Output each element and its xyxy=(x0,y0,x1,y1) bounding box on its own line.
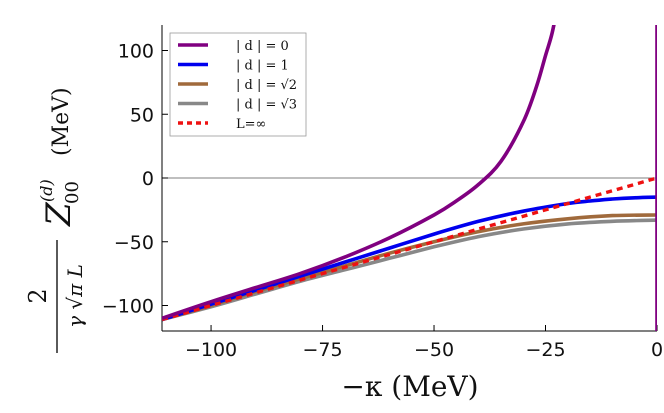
y-axis-label: 2 γ √π L Z (d) 00 (MeV) xyxy=(24,87,87,353)
x-tick-label: −100 xyxy=(185,339,237,361)
x-tick-label: −25 xyxy=(525,339,565,361)
series-layer xyxy=(162,25,657,331)
legend-label: | d | = √2 xyxy=(236,78,297,93)
legend: | d | = 0 | d | = 1 | d | = √2 | d | = √3 L=… xyxy=(169,32,307,137)
y-tick-label: 100 xyxy=(118,41,154,63)
y-tick-label: 0 xyxy=(142,168,154,190)
y-label-fraction-denominator: γ √π L xyxy=(63,264,87,328)
y-label-fraction-numerator: 2 xyxy=(24,288,52,303)
x-tick-label: 0 xyxy=(651,339,663,361)
series-line-0 xyxy=(162,25,556,321)
y-label-unit: (MeV) xyxy=(49,87,74,156)
series-line-1 xyxy=(162,195,657,322)
y-tick-label: 50 xyxy=(130,104,154,126)
legend-label: | d | = 1 xyxy=(236,59,289,74)
legend-label: | d | = 0 xyxy=(236,39,289,54)
x-axis-label: −κ (MeV) xyxy=(341,370,478,403)
x-tick-label: −50 xyxy=(414,339,454,361)
y-label-symbol: Z xyxy=(39,201,79,227)
x-tick-label: −75 xyxy=(302,339,342,361)
series-line-2 xyxy=(162,213,657,322)
series-line-4 xyxy=(162,176,657,322)
series-line-3 xyxy=(162,218,657,322)
legend-label: L=∞ xyxy=(236,117,266,132)
y-label-subscript: 00 xyxy=(62,181,83,204)
ticks: −100 −75 −50 −25 0 −100 −50 0 50 100 xyxy=(102,41,663,362)
y-tick-label: −100 xyxy=(102,296,154,318)
legend-label: | d | = √3 xyxy=(236,98,297,113)
y-tick-label: −50 xyxy=(114,232,154,254)
y-label-superscript: (d) xyxy=(37,179,56,202)
